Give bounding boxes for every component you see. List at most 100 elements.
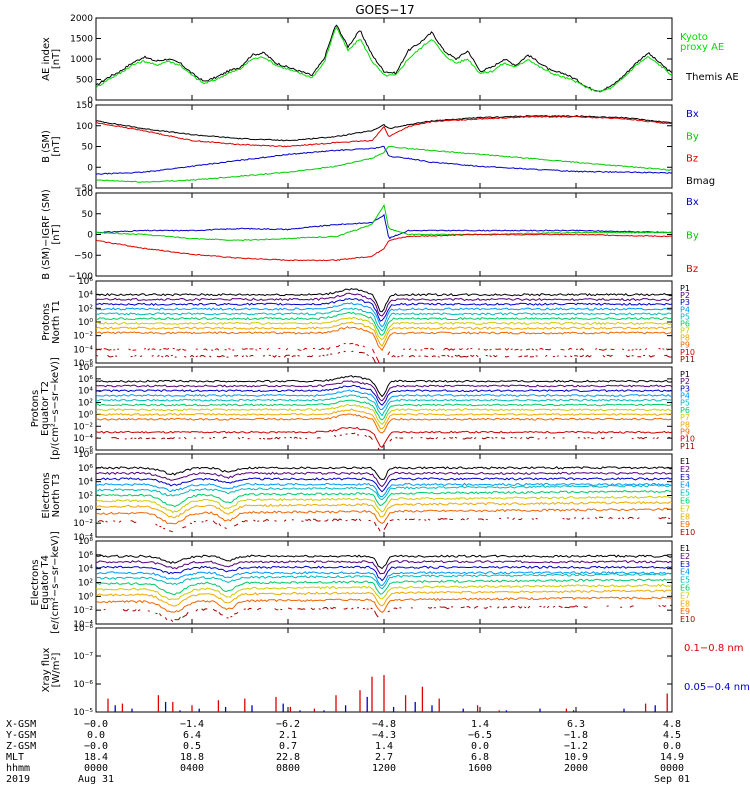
channel-line-p3 — [96, 384, 672, 406]
channel-label: P10 — [680, 435, 695, 444]
panel-xray: 10⁻⁸ 10⁻⁷ 10⁻⁶ 10⁻⁵ Xray flux [W/m²] 0.1−0.8 n… — [41, 624, 750, 718]
channel-line-p9 — [96, 413, 672, 434]
axis-value: 2000 — [564, 763, 588, 774]
y-tick-label: 10⁻² — [73, 519, 93, 529]
y-axis-label: [nT] — [51, 136, 62, 156]
axis-value: −1.8 — [564, 730, 588, 741]
axis-value: Aug 31 — [78, 774, 114, 785]
axis-value: −4.3 — [372, 730, 396, 741]
channel-label: E6 — [680, 497, 690, 506]
channel-line-e1 — [96, 466, 672, 481]
channel-line-e2 — [96, 471, 672, 488]
channel-label: P3 — [680, 384, 690, 393]
channel-label: E8 — [680, 599, 690, 608]
legend-entry: Kyoto — [680, 32, 708, 43]
legend-entry: Bz — [686, 154, 698, 165]
channel-line-e10 — [103, 604, 672, 622]
axis-value: 6.3 — [567, 719, 585, 730]
panel-ele_t4: 10⁸ 10⁶ 10⁴ 10² 10⁰ 10⁻² 10⁻⁴ Electrons Equator … — [30, 531, 695, 634]
series-line-by — [96, 203, 672, 242]
y-axis-label: Electrons — [41, 472, 52, 518]
axis-row-label: MLT — [6, 752, 24, 763]
axis-value: 0.0 — [663, 741, 681, 752]
channel-label: E9 — [680, 607, 690, 616]
axis-value: 4.5 — [663, 730, 681, 741]
channel-line-p5 — [96, 307, 672, 332]
y-tick-label: 10⁰ — [78, 592, 93, 602]
channel-line-p8 — [96, 321, 672, 347]
channel-label: E4 — [680, 568, 690, 577]
axis-value: 1.4 — [471, 719, 489, 730]
axis-value: Sep 01 — [654, 774, 690, 785]
y-axis-label: [nT] — [51, 49, 62, 69]
y-tick-label: 1500 — [70, 35, 93, 45]
series-line-bx — [96, 213, 672, 240]
channel-line-e4 — [96, 571, 672, 587]
series-line-bmag — [96, 115, 672, 142]
axis-value: −6.5 — [468, 730, 492, 741]
channel-label: P6 — [680, 319, 690, 328]
channel-label: E5 — [680, 489, 690, 498]
y-tick-label: 10⁰ — [78, 318, 93, 328]
series-line-bz — [96, 115, 672, 148]
channel-label: E10 — [680, 528, 695, 537]
channel-line-e9 — [96, 507, 672, 525]
y-tick-label: 10⁶ — [78, 551, 93, 561]
channel-label: P4 — [680, 305, 690, 314]
y-tick-label: 10⁻⁵ — [73, 708, 93, 718]
channel-label: P5 — [680, 399, 690, 408]
legend-entry: Themis AE — [685, 72, 739, 83]
channel-line-p4 — [96, 389, 672, 411]
plot-area — [96, 375, 672, 453]
axis-value: 22.8 — [276, 752, 300, 763]
plot-area — [96, 554, 672, 622]
axis-value: 0.7 — [279, 741, 297, 752]
plot-area — [107, 675, 668, 712]
channel-line-p5 — [96, 394, 672, 417]
channel-line-p8 — [96, 408, 672, 430]
channel-line-p9 — [96, 326, 672, 352]
axis-value: 1200 — [372, 763, 396, 774]
channel-label: E5 — [680, 576, 690, 585]
y-tick-label: 0 — [87, 231, 93, 241]
y-axis-label: Electrons — [30, 559, 41, 605]
plot-area — [96, 115, 672, 183]
y-axis-label: B (SM) — [41, 130, 52, 163]
y-tick-label: 10⁸ — [78, 450, 93, 460]
axis-value: 18.8 — [180, 752, 204, 763]
channel-label: P8 — [680, 420, 690, 429]
axis-row-label: hhmm — [6, 763, 30, 774]
axis-value: 1600 — [468, 763, 492, 774]
axis-value: 0400 — [180, 763, 204, 774]
channel-label: P1 — [680, 370, 690, 379]
channel-line-e5 — [96, 572, 672, 590]
channel-label: E3 — [680, 473, 690, 482]
y-tick-label: 10⁻⁶ — [73, 680, 93, 690]
axis-value: 2.1 — [279, 730, 297, 741]
y-tick-label: 10⁴ — [78, 291, 93, 301]
y-axis-label: [nT] — [51, 224, 62, 244]
y-axis-label: B (SM)−IGRF (SM) — [41, 189, 52, 280]
channel-line-e8 — [96, 589, 672, 607]
series-line-kyoto-proxy-ae — [96, 26, 672, 93]
y-tick-label: 10⁴ — [78, 478, 93, 488]
y-tick-label: 10⁻⁶ — [73, 359, 93, 369]
axis-value: 6.8 — [471, 752, 489, 763]
axis-row-label: 2019 — [6, 774, 30, 785]
axis-value: 2.7 — [375, 752, 393, 763]
plot-area — [96, 466, 672, 532]
channel-line-p7 — [96, 316, 672, 341]
channel-line-p4 — [96, 302, 672, 328]
legend-entry: Bz — [686, 264, 698, 275]
channel-label: E7 — [680, 591, 690, 600]
channel-line-p2 — [96, 380, 672, 402]
channel-label: E7 — [680, 504, 690, 513]
channel-label: E6 — [680, 584, 690, 593]
channel-line-e7 — [96, 495, 672, 514]
channel-line-e9 — [96, 596, 672, 614]
axis-value: −4.8 — [372, 719, 396, 730]
channel-label: E4 — [680, 481, 690, 490]
y-tick-label: −50 — [74, 184, 93, 194]
